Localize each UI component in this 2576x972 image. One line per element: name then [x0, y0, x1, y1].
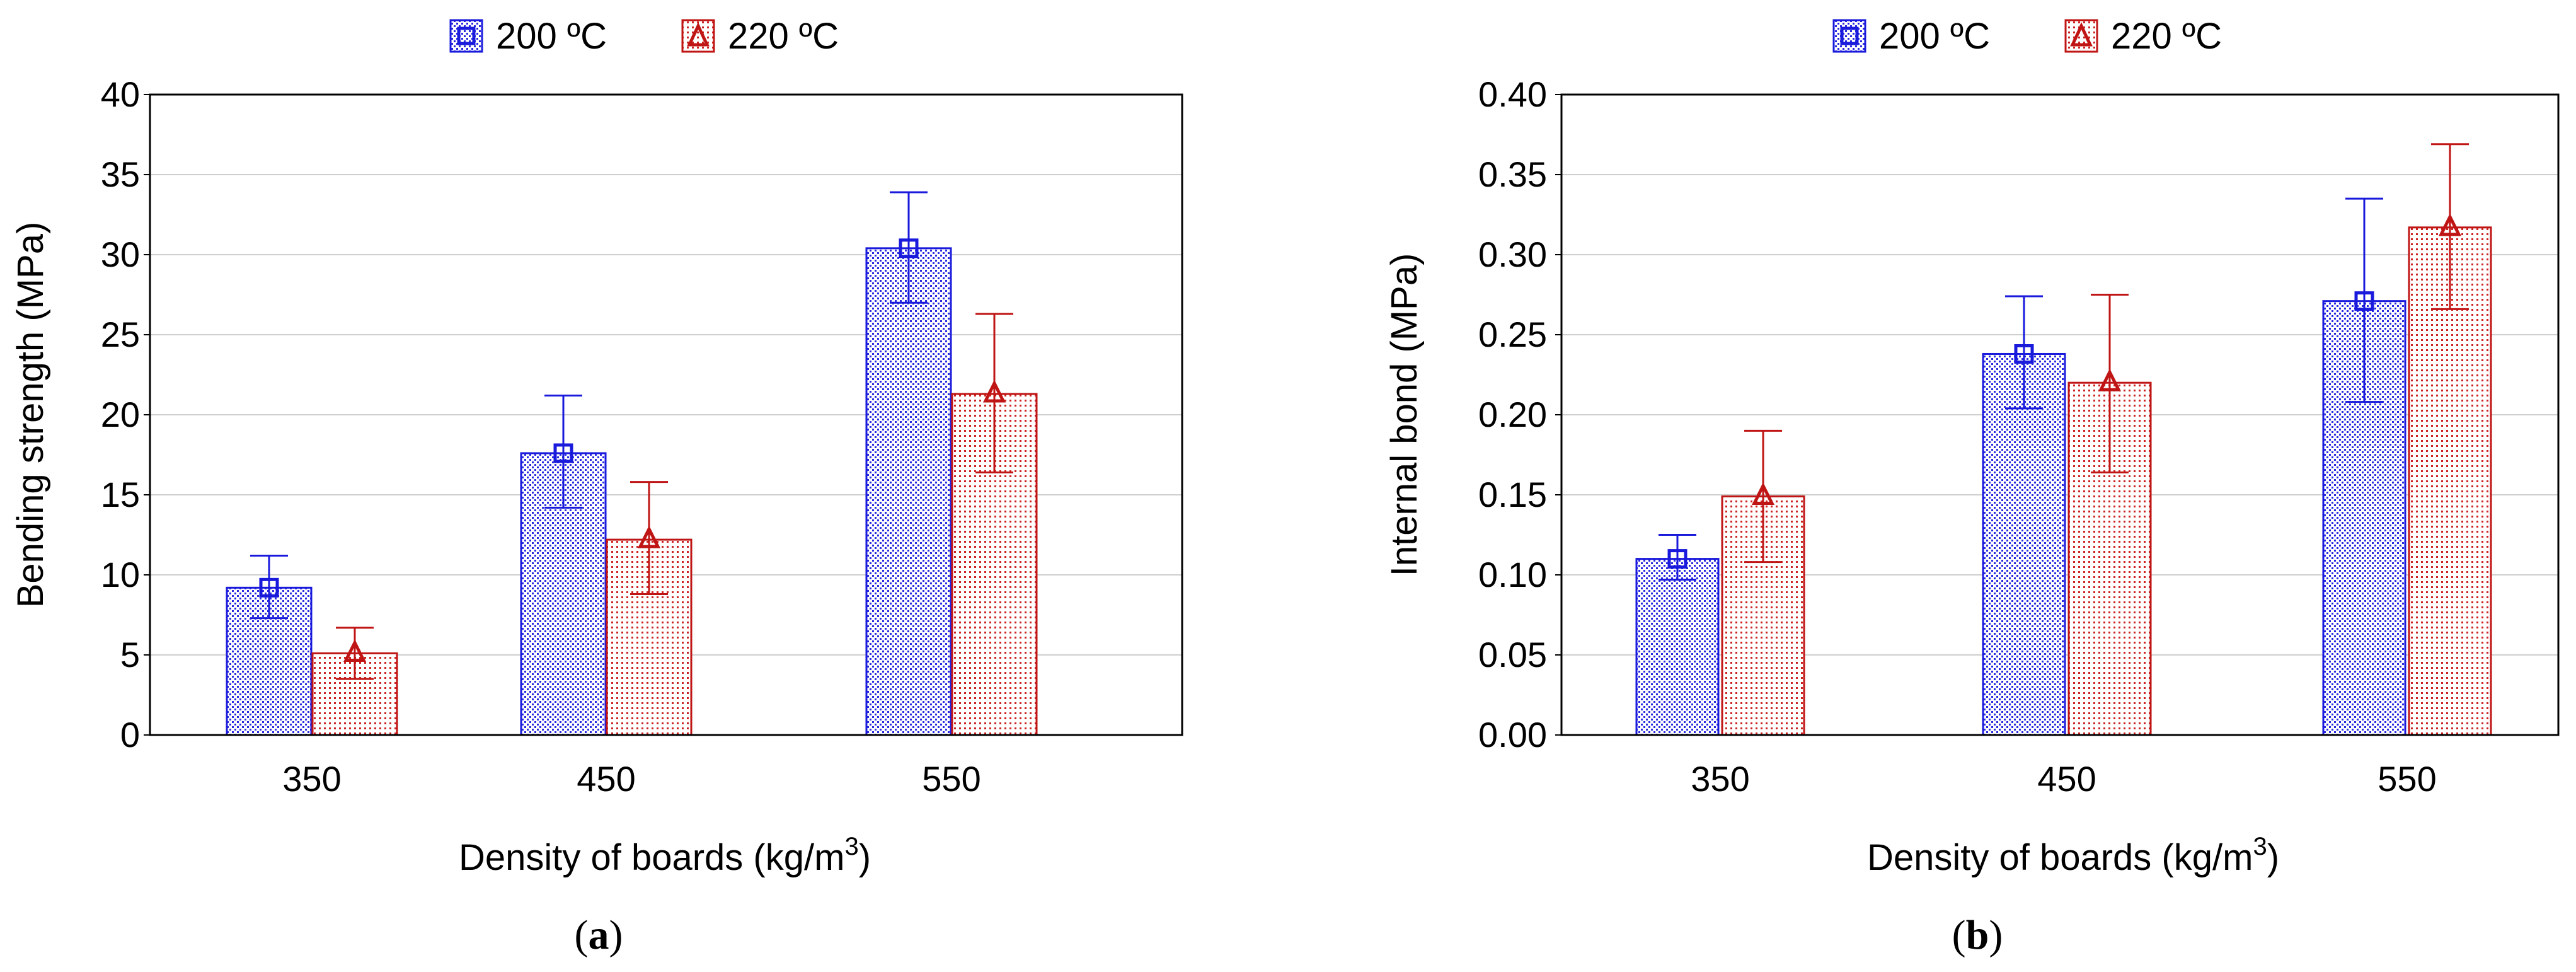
y-tick-label: 5 [120, 635, 140, 674]
mean-marker-triangle [2438, 213, 2462, 236]
x-tick-label: 350 [282, 759, 341, 799]
legend-marker-triangle [687, 22, 710, 47]
y-tick-label: 0.20 [1478, 395, 1547, 434]
plot-frame [1560, 93, 2560, 736]
y-tick-label: 0.10 [1478, 555, 1547, 594]
panel-label-open: ( [1952, 912, 1966, 958]
legend: 200 ºC 220 ºC [1832, 16, 2222, 57]
panel-label-letter: b [1966, 912, 1989, 958]
y-tick-label: 30 [101, 234, 140, 274]
bar-200C [1635, 558, 1720, 736]
panel-label-close: ) [1989, 912, 2003, 958]
bar-200C [865, 247, 952, 736]
mean-marker-triangle [637, 525, 661, 548]
bar-200C [1982, 352, 2066, 736]
mean-marker-square [2014, 344, 2034, 364]
chart-panel-a: 0 5 10 15 20 25 30 35 40 350 450 550 Bending strengt… [10, 16, 1183, 958]
x-axis-label-superscript: 3 [844, 833, 858, 860]
mean-marker-triangle [1751, 482, 1775, 506]
bar-220C [2408, 226, 2492, 736]
legend-marker-square [1840, 26, 1859, 45]
panel-label-letter: a [589, 912, 609, 958]
x-tick-label: 350 [1691, 759, 1749, 799]
mean-marker-square [259, 577, 279, 598]
plot-frame [149, 93, 1183, 736]
panel-label-close: ) [609, 912, 623, 958]
mean-marker-triangle [343, 639, 367, 662]
legend-swatch-200C [449, 19, 483, 53]
y-tick-label: 0.15 [1478, 475, 1547, 514]
y-tick-label: 35 [101, 154, 140, 194]
x-axis-label-close: ) [2267, 837, 2279, 878]
y-tick-label: 20 [101, 395, 140, 434]
mean-marker-square [553, 443, 573, 463]
y-axis-label: Internal bond (MPa) [1384, 253, 1425, 577]
x-axis-label: Density of boards (kg/m3) [1867, 833, 2279, 878]
legend-entry-label: 200 ºC [1879, 16, 1990, 57]
panel-label: (a) [575, 912, 623, 958]
chart-panel-b: 0.00 0.05 0.10 0.15 0.20 0.25 0.30 0.35 0.40 350 4… [1384, 16, 2560, 958]
legend-swatch-200C [1832, 19, 1866, 53]
legend-entry-label: 220 ºC [728, 16, 839, 57]
mean-marker-square [2354, 291, 2374, 311]
y-axis-label: Bending strength (MPa) [10, 222, 51, 608]
x-tick-label: 450 [2037, 759, 2096, 799]
y-tick-label: 0.35 [1478, 154, 1547, 194]
y-tick-label: 0.30 [1478, 234, 1547, 274]
y-tick-label: 0.05 [1478, 635, 1547, 674]
legend: 200 ºC 220 ºC [449, 16, 839, 57]
panel-label: (b) [1952, 912, 2003, 958]
y-tick-label: 25 [101, 315, 140, 354]
x-tick-label: 450 [577, 759, 635, 799]
y-tick-label: 40 [101, 74, 140, 114]
x-tick-label: 550 [922, 759, 980, 799]
mean-marker-square [1667, 549, 1688, 569]
y-tick-label: 0.25 [1478, 315, 1547, 354]
mean-marker-square [899, 238, 919, 258]
x-tick-label: 550 [2378, 759, 2436, 799]
legend-marker-square [457, 26, 476, 45]
x-axis-label-superscript: 3 [2253, 833, 2267, 860]
x-axis-label-text: Density of boards (kg/m [1867, 837, 2253, 878]
y-tick-label: 10 [101, 555, 140, 594]
x-axis-label-text: Density of boards (kg/m [459, 837, 844, 878]
mean-marker-triangle [2098, 368, 2122, 391]
x-axis-label: Density of boards (kg/m3) [459, 833, 871, 878]
panel-label-open: ( [575, 912, 589, 958]
y-tick-label: 0.00 [1478, 715, 1547, 755]
legend-entry-label: 200 ºC [496, 16, 607, 57]
y-tick-label: 0 [120, 715, 140, 755]
mean-marker-triangle [982, 379, 1006, 403]
y-tick-label: 15 [101, 475, 140, 514]
legend-marker-triangle [2070, 22, 2093, 47]
y-tick-label: 0.40 [1478, 74, 1547, 114]
x-axis-label-close: ) [859, 837, 871, 878]
legend-entry-label: 220 ºC [2111, 16, 2222, 57]
